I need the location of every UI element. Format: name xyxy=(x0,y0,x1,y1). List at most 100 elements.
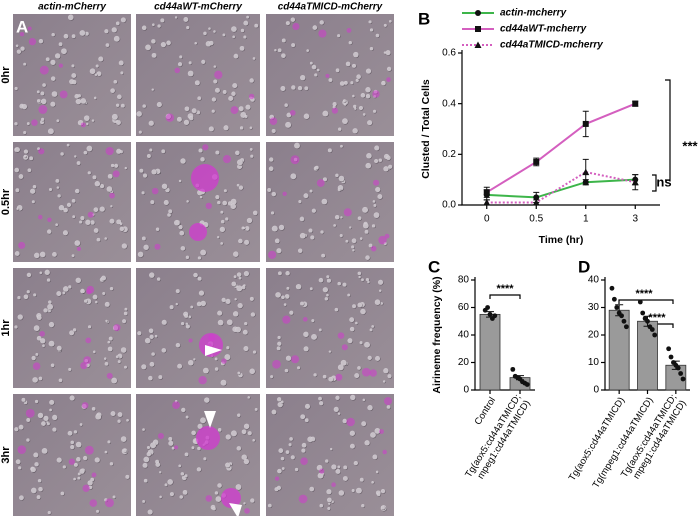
significance-bracket xyxy=(618,299,674,304)
cell xyxy=(148,328,154,334)
fluorescent-cell xyxy=(19,32,25,37)
cell-cluster xyxy=(221,488,241,508)
cell xyxy=(377,279,384,285)
cell xyxy=(301,448,306,453)
cell xyxy=(110,88,115,94)
cell xyxy=(99,183,105,189)
annotation: ns xyxy=(656,174,671,189)
cell xyxy=(271,191,277,197)
cell xyxy=(358,275,361,279)
cell xyxy=(117,360,121,364)
cell xyxy=(56,291,62,297)
cell xyxy=(351,63,357,68)
cell xyxy=(149,148,153,152)
cell xyxy=(351,238,357,244)
bar xyxy=(479,313,501,391)
fluorescent-cell xyxy=(274,476,280,481)
cell xyxy=(217,483,222,488)
cell xyxy=(164,483,168,487)
cell xyxy=(94,73,98,77)
fluorescent-cell xyxy=(18,241,26,249)
cell xyxy=(67,430,73,436)
cell xyxy=(252,439,256,442)
cell xyxy=(311,319,315,323)
cell xyxy=(43,308,48,313)
cell xyxy=(47,303,54,310)
cell xyxy=(113,79,118,84)
cell xyxy=(219,226,226,233)
cell xyxy=(241,454,248,460)
cell xyxy=(152,23,155,27)
fluorescent-cell xyxy=(335,373,343,381)
fluorescent-cell xyxy=(80,122,86,128)
cell xyxy=(247,431,252,436)
fluorescent-cell xyxy=(113,324,121,332)
cell xyxy=(284,103,288,107)
cell xyxy=(143,478,148,483)
cell xyxy=(115,355,119,359)
cell xyxy=(342,476,348,482)
cell xyxy=(294,142,300,149)
cell xyxy=(76,161,81,166)
fluorescent-cell xyxy=(81,402,89,409)
cell xyxy=(271,128,276,134)
cell xyxy=(68,367,72,372)
cell xyxy=(81,289,85,294)
fluorescent-cell xyxy=(346,28,352,33)
cell xyxy=(107,440,111,444)
cell xyxy=(178,464,182,468)
fluorescent-cell xyxy=(248,93,255,100)
cell xyxy=(281,38,286,43)
cell xyxy=(226,346,230,350)
cell xyxy=(281,467,285,470)
cell xyxy=(197,276,202,281)
cell xyxy=(343,80,348,85)
cell xyxy=(327,506,331,511)
cell xyxy=(311,333,317,340)
cell xyxy=(200,300,207,307)
cell xyxy=(311,64,317,70)
cell xyxy=(63,207,68,213)
cell xyxy=(23,155,27,158)
cell xyxy=(39,251,46,258)
fluorescent-cell xyxy=(109,192,115,199)
cell xyxy=(345,239,349,243)
fluorescent-cell xyxy=(39,331,45,337)
cell xyxy=(136,111,142,117)
cell xyxy=(120,17,126,23)
marker xyxy=(632,100,639,107)
cell xyxy=(318,396,322,401)
cell xyxy=(175,342,181,348)
cell xyxy=(20,46,25,51)
cell xyxy=(40,338,46,344)
fluorescent-cell xyxy=(373,179,380,186)
cell xyxy=(123,448,127,453)
cell xyxy=(353,104,357,109)
cell xyxy=(328,350,332,353)
cell xyxy=(93,207,99,213)
cell xyxy=(117,412,123,418)
series-line xyxy=(486,178,636,199)
cell xyxy=(60,491,65,496)
cell xyxy=(351,245,355,249)
fluorescent-cell xyxy=(151,187,159,195)
marker xyxy=(533,194,540,201)
cell xyxy=(326,293,329,297)
y-axis-label: Clusted / Total Cells xyxy=(420,79,432,179)
cell xyxy=(288,443,292,447)
cell xyxy=(71,199,76,203)
cell xyxy=(322,177,328,182)
cell xyxy=(150,200,155,205)
y-tick-label: 20 xyxy=(588,330,600,341)
cell xyxy=(360,308,366,315)
cell xyxy=(36,315,42,321)
cell xyxy=(14,251,20,256)
cell xyxy=(108,336,113,341)
cell xyxy=(86,145,93,152)
cell xyxy=(306,49,310,52)
cell xyxy=(84,31,89,36)
cell xyxy=(297,366,301,370)
cell xyxy=(197,423,203,430)
cell xyxy=(110,163,115,168)
